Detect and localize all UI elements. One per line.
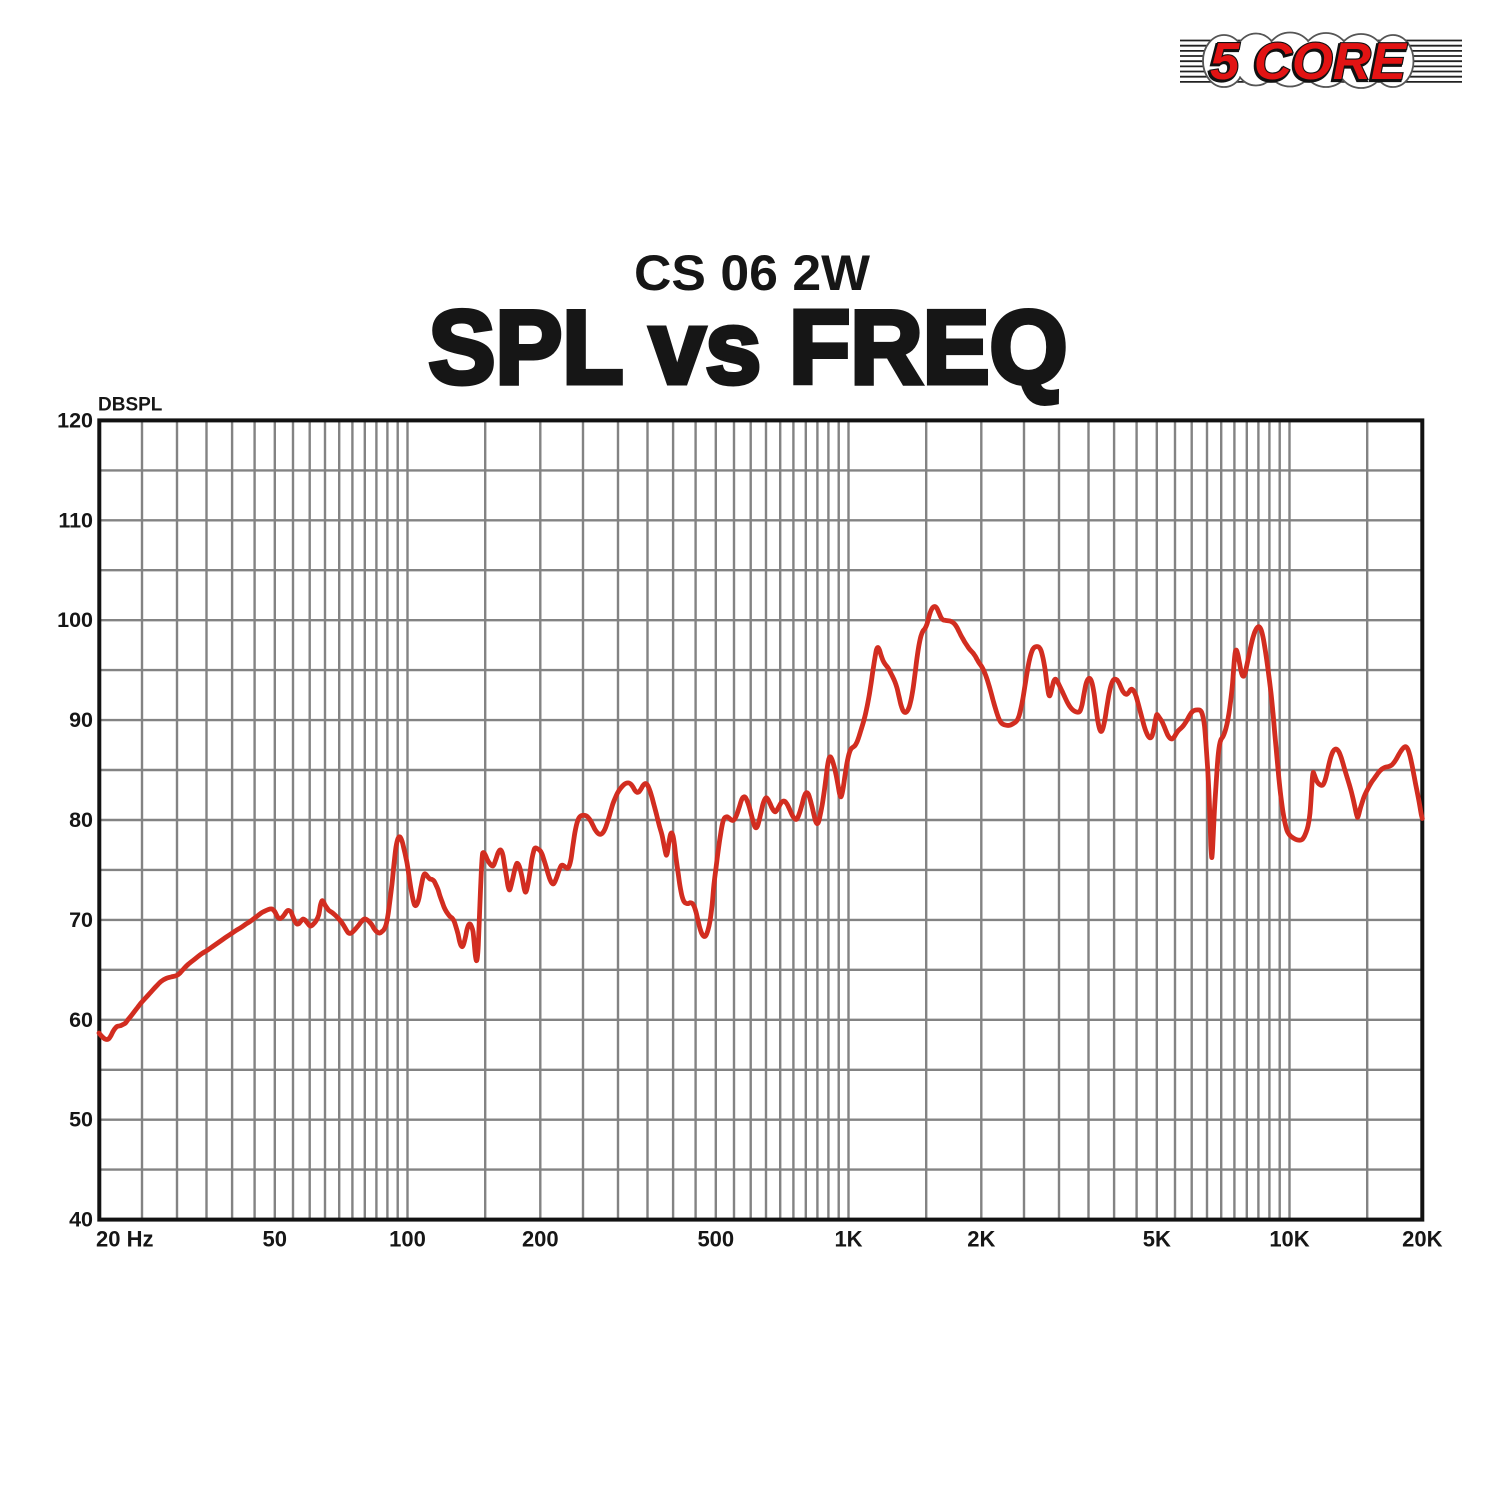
svg-text:80: 80 [69,808,93,832]
svg-text:200: 200 [522,1227,559,1252]
svg-text:40: 40 [69,1208,93,1232]
svg-text:110: 110 [58,508,93,532]
svg-text:1K: 1K [834,1227,862,1252]
svg-text:5 CORE: 5 CORE [1210,33,1407,91]
svg-text:2K: 2K [967,1227,995,1252]
svg-text:100: 100 [389,1227,426,1252]
svg-text:20K: 20K [1402,1227,1442,1252]
svg-text:70: 70 [69,908,93,932]
svg-text:90: 90 [69,708,93,732]
svg-text:5K: 5K [1143,1227,1171,1252]
svg-text:20 Hz: 20 Hz [96,1227,153,1252]
svg-text:500: 500 [697,1227,734,1252]
svg-text:120: 120 [57,408,93,432]
svg-text:5 CORE: 5 CORE [1209,34,1406,92]
svg-text:DBSPL: DBSPL [98,395,163,416]
svg-text:100: 100 [57,608,93,632]
svg-text:SPL vs FREQ: SPL vs FREQ [429,290,1068,406]
svg-text:60: 60 [69,1008,93,1032]
svg-text:CS 06 2W: CS 06 2W [634,245,871,301]
svg-text:50: 50 [263,1227,287,1252]
svg-text:10K: 10K [1269,1227,1309,1252]
svg-text:50: 50 [69,1108,93,1132]
